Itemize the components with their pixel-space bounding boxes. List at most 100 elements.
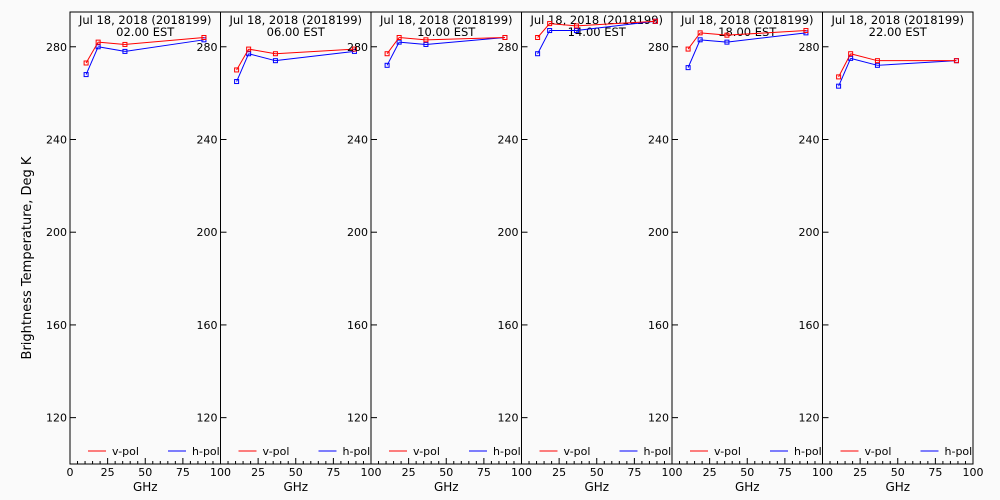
series-line-h-pol — [700, 39, 727, 43]
data-point-v-pol — [423, 37, 429, 43]
series-line-v-pol — [248, 48, 276, 55]
data-point-h-pol — [95, 44, 101, 50]
y-tick-label: 280 — [347, 41, 368, 54]
series-line-v-pol — [275, 48, 355, 55]
data-point-h-pol — [724, 39, 730, 45]
x-tick-label: 25 — [853, 466, 867, 479]
y-tick-label: 240 — [648, 133, 669, 146]
x-axis-label: GHz — [133, 480, 158, 494]
panel-frame — [822, 11, 974, 465]
panel-title: Jul 18, 2018 (2018199) — [228, 13, 362, 27]
series-line-v-pol — [399, 36, 426, 41]
legend-label: h-pol — [493, 445, 521, 458]
data-point-v-pol — [396, 34, 402, 40]
panel-title: Jul 18, 2018 (2018199) — [830, 13, 964, 27]
y-tick-label: 200 — [197, 226, 218, 239]
legend-label: h-pol — [343, 445, 371, 458]
x-tick-label: 100 — [662, 466, 683, 479]
series-line-v-pol — [700, 32, 727, 36]
y-tick-label: 200 — [648, 226, 669, 239]
x-tick-label: 0 — [67, 466, 74, 479]
panel-subtitle: 22.00 EST — [869, 25, 928, 39]
y-tick-label: 120 — [799, 412, 820, 425]
data-point-v-pol — [652, 18, 658, 24]
data-point-v-pol — [234, 67, 240, 73]
legend-label: v-pol — [714, 445, 741, 458]
panel-title: Jul 18, 2018 (2018199) — [680, 13, 814, 27]
series-line-h-pol — [537, 30, 551, 54]
series-line-h-pol — [248, 53, 276, 62]
x-tick-label: 75 — [477, 466, 491, 479]
series-line-h-pol — [877, 60, 957, 66]
y-tick-label: 160 — [197, 319, 218, 332]
series-line-h-pol — [399, 41, 426, 45]
y-tick-label: 120 — [648, 412, 669, 425]
x-tick-label: 100 — [210, 466, 231, 479]
x-tick-label: 100 — [812, 466, 833, 479]
legend-label: h-pol — [192, 445, 220, 458]
data-point-h-pol — [384, 62, 390, 68]
series-line-v-pol — [576, 20, 656, 27]
x-tick-label: 75 — [176, 466, 190, 479]
series-line-h-pol — [85, 46, 99, 75]
y-tick-label: 280 — [46, 41, 67, 54]
x-tick-label: 25 — [251, 466, 265, 479]
series-line-v-pol — [549, 23, 577, 27]
series-line-h-pol — [425, 36, 505, 45]
panel-6: Jul 18, 2018 (2018199)22.00 EST 120 160 200… — [799, 11, 984, 494]
data-point-h-pol — [685, 65, 691, 71]
y-tick-label: 120 — [498, 412, 519, 425]
x-tick-label: 100 — [963, 466, 984, 479]
legend-label: v-pol — [865, 445, 892, 458]
legend-label: v-pol — [263, 445, 290, 458]
panel-subtitle: 02.00 EST — [116, 25, 175, 39]
legend-label: v-pol — [413, 445, 440, 458]
y-tick-label: 240 — [197, 133, 218, 146]
y-tick-label: 280 — [799, 41, 820, 54]
series-line-h-pol — [687, 39, 701, 68]
data-point-v-pol — [953, 58, 959, 64]
panels-group: Jul 18, 2018 (2018199) 02.00 EST 120 160 200… — [46, 11, 984, 494]
legend-label: h-pol — [945, 445, 973, 458]
data-point-v-pol — [685, 46, 691, 52]
x-tick-label: 75 — [928, 466, 942, 479]
data-point-h-pol — [234, 79, 240, 85]
x-axis-label: GHz — [885, 480, 910, 494]
data-point-v-pol — [122, 41, 128, 47]
series-line-v-pol — [98, 41, 125, 45]
y-tick-label: 160 — [799, 319, 820, 332]
y-tick-label: 240 — [46, 133, 67, 146]
x-tick-label: 50 — [740, 466, 754, 479]
series-line-v-pol — [85, 41, 99, 64]
y-tick-label: 240 — [347, 133, 368, 146]
data-point-v-pol — [535, 34, 541, 40]
data-point-v-pol — [547, 21, 553, 27]
series-line-h-pol — [838, 58, 852, 87]
data-point-h-pol — [836, 83, 842, 89]
x-tick-label: 50 — [590, 466, 604, 479]
series-line-v-pol — [726, 30, 806, 36]
legend-label: h-pol — [794, 445, 822, 458]
series-line-h-pol — [386, 41, 400, 66]
panel-5: Jul 18, 2018 (2018199)18.00 EST 120 160 200… — [648, 11, 833, 494]
data-point-v-pol — [697, 30, 703, 36]
y-tick-label: 280 — [648, 41, 669, 54]
y-tick-label: 240 — [799, 133, 820, 146]
data-point-v-pol — [724, 32, 730, 38]
x-tick-label: 50 — [289, 466, 303, 479]
series-line-v-pol — [386, 37, 400, 55]
series-line-v-pol — [425, 36, 505, 41]
data-point-v-pol — [246, 46, 252, 52]
legend-label: v-pol — [112, 445, 139, 458]
data-point-h-pol — [272, 58, 278, 64]
y-tick-label: 160 — [648, 319, 669, 332]
data-point-h-pol — [122, 48, 128, 54]
series-line-v-pol — [124, 36, 204, 45]
series-line-v-pol — [236, 48, 250, 71]
data-point-v-pol — [95, 39, 101, 45]
data-point-v-pol — [874, 58, 880, 64]
y-tick-label: 200 — [799, 226, 820, 239]
data-point-v-pol — [83, 60, 89, 66]
x-tick-label: 25 — [101, 466, 115, 479]
x-axis-label: GHz — [283, 480, 308, 494]
